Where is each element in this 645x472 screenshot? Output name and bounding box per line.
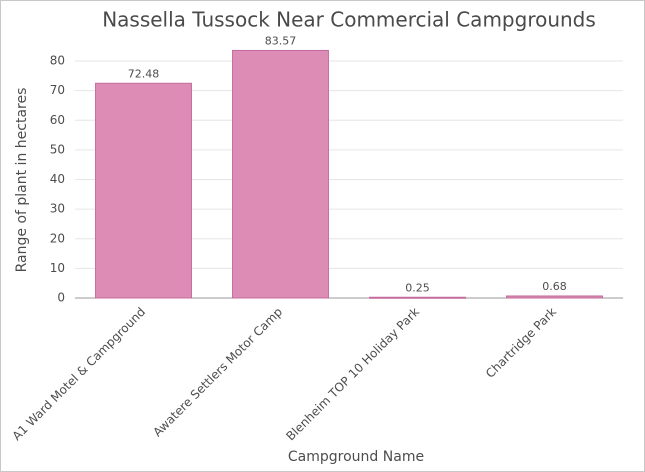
y-tick-label: 10: [50, 261, 65, 275]
value-label: 0.68: [542, 280, 567, 293]
bar: [369, 296, 466, 299]
value-label: 72.48: [128, 67, 160, 80]
value-label: 0.25: [405, 281, 430, 294]
y-tick-label: 20: [50, 231, 65, 245]
y-tick-label: 40: [50, 172, 65, 186]
y-tick-label: 30: [50, 202, 65, 216]
bar: [506, 295, 603, 299]
y-tick-label: 80: [50, 54, 65, 68]
y-tick-label: 0: [57, 291, 65, 305]
bar: [232, 49, 329, 299]
y-tick-label: 70: [50, 83, 65, 97]
y-tick-label: 50: [50, 142, 65, 156]
x-axis-title: Campground Name: [288, 449, 424, 465]
y-axis-title: Range of plant in hectares: [14, 88, 30, 273]
chart-title: Nassella Tussock Near Commercial Campgro…: [102, 8, 596, 32]
bar: [95, 82, 192, 299]
value-label: 83.57: [265, 34, 297, 47]
y-tick-label: 60: [50, 113, 65, 127]
